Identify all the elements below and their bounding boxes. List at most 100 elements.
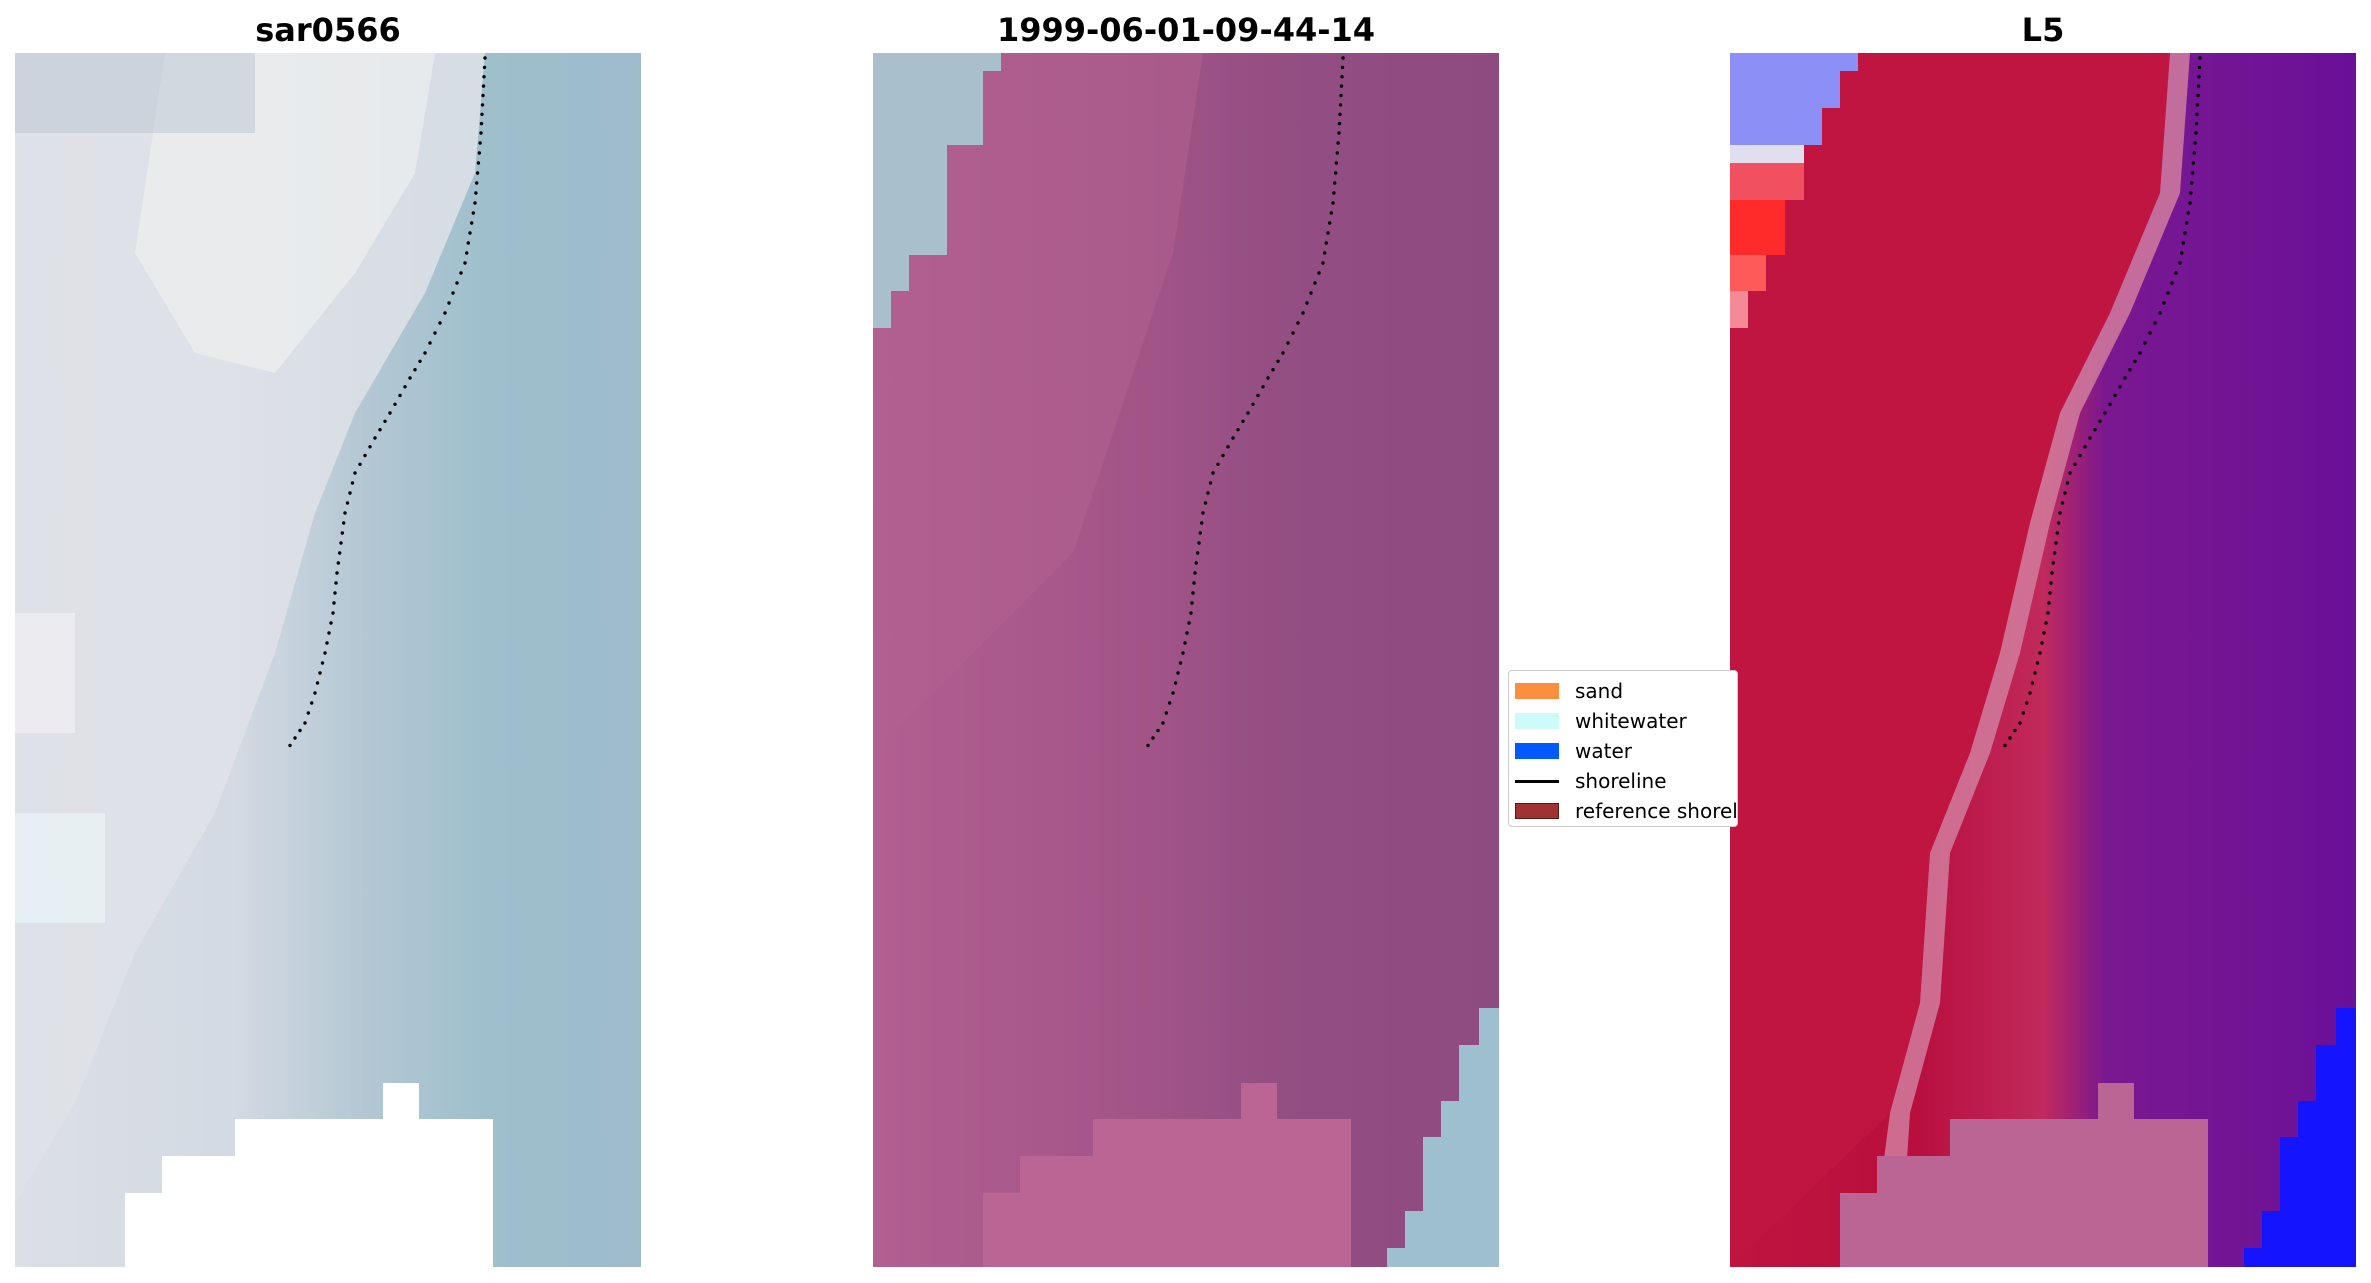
shoreline-point <box>1335 151 1339 155</box>
shoreline-point <box>1323 251 1327 255</box>
shoreline-point <box>1276 359 1280 363</box>
shoreline-point <box>343 511 347 515</box>
legend-item-sand: sand <box>1515 678 1623 704</box>
shoreline-point <box>2197 65 2202 70</box>
shoreline-point <box>1261 385 1265 389</box>
shoreline-point <box>428 341 432 345</box>
shoreline-point <box>479 131 483 135</box>
shoreline-point <box>2068 471 2072 475</box>
legend-swatch-sand <box>1515 683 1559 699</box>
shoreline-point <box>1291 331 1295 335</box>
shoreline-point <box>373 436 377 440</box>
shoreline-point <box>2195 103 2200 107</box>
shoreline-point <box>418 359 422 363</box>
shoreline-point <box>1190 601 1194 605</box>
shoreline-point <box>2194 121 2199 126</box>
shoreline-point <box>1337 131 1341 135</box>
rgb-image <box>15 53 641 1267</box>
shoreline-point <box>481 93 485 98</box>
shoreline-point <box>2040 641 2044 645</box>
shoreline-point <box>2128 368 2132 372</box>
shoreline-point <box>320 661 325 665</box>
shoreline-point <box>1231 436 1235 440</box>
shoreline-point <box>477 151 481 155</box>
index-image-panel <box>1730 53 2356 1267</box>
shoreline-point <box>2174 271 2178 275</box>
shoreline-point <box>1340 75 1344 79</box>
shoreline-point <box>2083 445 2087 449</box>
shoreline-point <box>1168 701 1172 705</box>
shoreline-point <box>2158 311 2162 315</box>
shoreline-point <box>2021 711 2025 715</box>
shoreline-point <box>336 561 340 565</box>
shoreline-point <box>2196 93 2200 98</box>
shoreline-point <box>413 368 417 372</box>
shoreline-point <box>2053 551 2057 555</box>
shoreline-point <box>2183 231 2187 235</box>
shoreline-point <box>2195 112 2199 116</box>
shoreline-point <box>2190 171 2195 175</box>
shoreline-point <box>1146 743 1150 748</box>
shoreline-point <box>2050 571 2054 575</box>
shoreline-point <box>340 531 344 535</box>
shoreline-point <box>358 462 362 466</box>
shoreline-point <box>1156 728 1160 733</box>
shoreline-point <box>2191 161 2196 165</box>
shoreline-point <box>480 112 484 116</box>
shoreline-point <box>1313 281 1317 285</box>
shoreline-point <box>1336 141 1340 145</box>
shoreline-point <box>1337 121 1342 126</box>
rgb-image-panel <box>15 53 641 1267</box>
shoreline-point <box>480 103 485 107</box>
shoreline-point <box>393 402 397 406</box>
shoreline-point <box>323 651 327 655</box>
shoreline-point <box>2138 351 2142 355</box>
shoreline-point <box>2013 728 2017 733</box>
shoreline-point <box>481 84 486 88</box>
shoreline-point <box>2108 402 2112 406</box>
shoreline-point <box>476 161 481 165</box>
shoreline-point <box>1206 491 1210 495</box>
shoreline-point <box>1193 571 1197 575</box>
shoreline-point <box>2098 419 2102 423</box>
shoreline-point <box>383 419 387 423</box>
shoreline-point <box>2189 191 2193 195</box>
shoreline-point <box>1197 541 1201 545</box>
shoreline-point <box>368 445 372 449</box>
shoreline-point <box>433 331 437 335</box>
shoreline-point <box>2058 511 2062 515</box>
shoreline-point <box>479 121 484 126</box>
shoreline-point <box>2118 385 2122 389</box>
shoreline-point <box>1192 581 1196 585</box>
legend-label: whitewater <box>1575 709 1687 733</box>
shoreline-point <box>1333 181 1337 185</box>
shoreline-point <box>438 321 442 325</box>
shoreline-point <box>471 211 475 215</box>
shoreline-point <box>1305 301 1309 305</box>
shoreline-point <box>2088 436 2092 440</box>
shoreline-point <box>1339 93 1343 98</box>
shoreline-point <box>2025 701 2029 705</box>
shoreline-point <box>1324 241 1328 245</box>
shoreline-point <box>1341 56 1345 60</box>
legend-item-whitewater: whitewater <box>1515 708 1687 734</box>
shoreline-point <box>1333 171 1338 175</box>
shoreline-point <box>470 221 474 225</box>
legend-swatch-whitewater <box>1515 713 1559 729</box>
shoreline-point <box>2162 301 2166 305</box>
shoreline-point <box>2193 141 2197 145</box>
shoreline-point <box>1196 551 1200 555</box>
shoreline-point <box>2003 743 2007 748</box>
shoreline-point <box>483 56 487 60</box>
shoreline-point <box>2048 591 2052 595</box>
legend-item-reference-shoreline: reference shoreline <box>1515 798 1737 824</box>
shoreline-point <box>1266 376 1270 380</box>
shoreline-point <box>403 385 407 389</box>
shoreline-point <box>1338 112 1342 116</box>
shoreline-point <box>2113 393 2117 398</box>
shoreline-point <box>1211 471 1215 475</box>
shoreline-point <box>1185 631 1189 635</box>
shoreline-point <box>482 65 487 70</box>
classified-image-panel <box>873 53 1499 1267</box>
shoreline-point <box>2148 331 2152 335</box>
